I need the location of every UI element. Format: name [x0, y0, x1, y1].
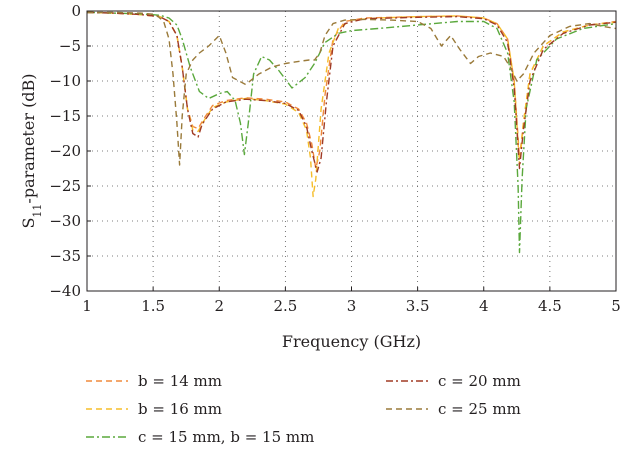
- y-tick-label: −10: [49, 72, 81, 90]
- x-tick-label: 3: [347, 297, 357, 315]
- x-tick-label: 2: [214, 297, 224, 315]
- y-tick-label: −30: [49, 212, 81, 230]
- series-lines: [86, 11, 617, 254]
- grid-lines: [87, 11, 616, 291]
- y-tick-label: 0: [71, 2, 81, 20]
- y-axis-title-rest: -parameter (dB): [19, 73, 38, 203]
- series-line-3: [86, 11, 617, 254]
- x-tick-label: 1: [82, 297, 92, 315]
- x-tick-label: 1.5: [141, 297, 165, 315]
- series-line-2: [86, 11, 617, 198]
- series-line-5: [87, 11, 617, 166]
- axis-ticks: 1 1.5 2 2.5 3 3.5 4 4.5 5 0 −5 −10 −15 −20 −25 −30 −35 −4…: [49, 2, 620, 315]
- x-tick-label: 5: [611, 297, 621, 315]
- x-tick-label: 4.5: [538, 297, 562, 315]
- y-axis-title-subscript: 11: [31, 204, 44, 218]
- y-tick-label: −25: [49, 177, 81, 195]
- y-tick-label: −40: [49, 282, 81, 300]
- x-tick-label: 4: [479, 297, 489, 315]
- y-axis-title: S11-parameter (dB): [19, 73, 44, 228]
- y-axis-title-s: S: [19, 218, 38, 229]
- y-tick-label: −15: [49, 107, 81, 125]
- y-tick-label: −35: [49, 247, 81, 265]
- x-axis-title: Frequency (GHz): [282, 332, 421, 351]
- series-line-1: [86, 11, 617, 170]
- series-line-4: [86, 11, 617, 173]
- y-tick-label: −5: [59, 37, 81, 55]
- y-tick-label: −20: [49, 142, 81, 160]
- x-tick-label: 3.5: [406, 297, 430, 315]
- x-tick-label: 2.5: [273, 297, 297, 315]
